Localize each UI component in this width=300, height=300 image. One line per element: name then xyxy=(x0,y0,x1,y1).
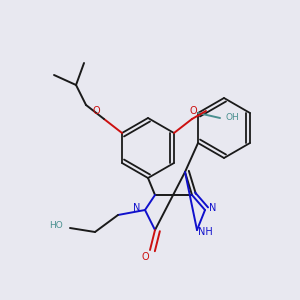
Text: N: N xyxy=(133,203,141,213)
Text: O: O xyxy=(189,106,197,116)
Text: O: O xyxy=(141,252,149,262)
Text: O: O xyxy=(92,106,100,116)
Text: OH: OH xyxy=(225,113,239,122)
Text: HO: HO xyxy=(49,221,63,230)
Text: NH: NH xyxy=(198,227,212,237)
Text: N: N xyxy=(209,203,217,213)
